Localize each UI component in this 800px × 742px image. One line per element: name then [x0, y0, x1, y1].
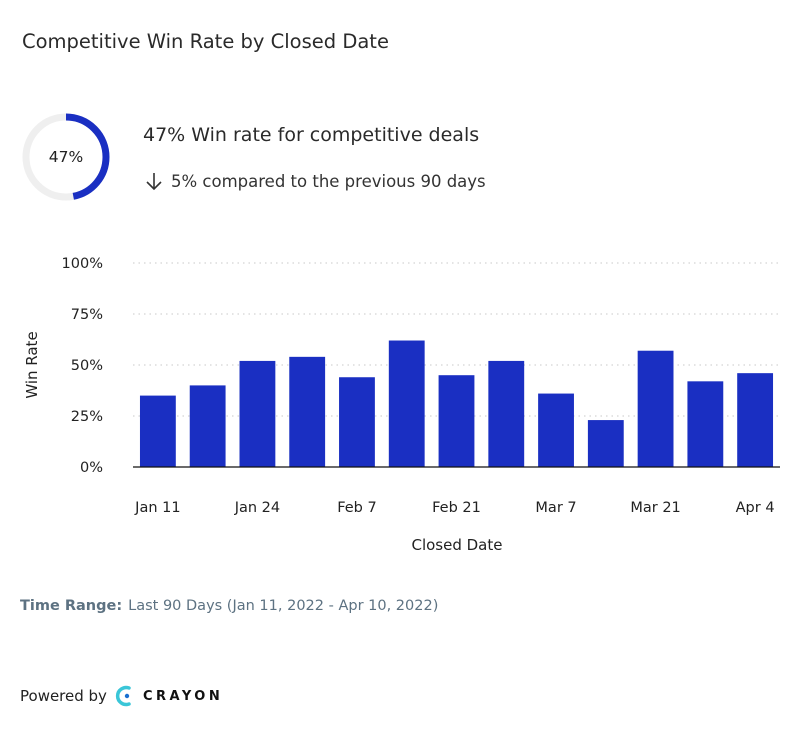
win-rate-bar-chart: 0% 25% 50% 75% 100% Jan 11 Jan 24 Feb 7 Feb 21 Ma…: [23, 256, 780, 554]
bar: [189, 385, 226, 467]
bar: [687, 381, 724, 467]
crayon-wordmark: CRAYON: [142, 688, 224, 704]
x-axis-title: Closed Date: [411, 536, 502, 554]
y-tick-label: 50%: [71, 358, 103, 374]
y-tick-label: 0%: [80, 460, 103, 476]
bar: [239, 360, 276, 467]
y-tick-label: 100%: [62, 256, 103, 272]
bar: [289, 356, 326, 467]
donut-arc: [22, 113, 110, 201]
y-axis-title: Win Rate: [23, 331, 41, 398]
bar: [438, 375, 475, 467]
y-tick-label: 75%: [71, 307, 103, 323]
powered-by-label: Powered by: [20, 687, 107, 705]
time-range-label: Time Range:: [20, 598, 123, 614]
time-range: Time Range: Last 90 Days (Jan 11, 2022 - …: [20, 598, 438, 614]
bar: [637, 350, 674, 467]
y-tick-label: 25%: [71, 409, 103, 425]
powered-by: Powered by CRAYON: [20, 685, 223, 707]
comparison-text: 5% compared to the previous 90 days: [143, 170, 486, 192]
time-range-value: Last 90 Days (Jan 11, 2022 - Apr 10, 202…: [128, 598, 439, 614]
win-rate-headline: 47% Win rate for competitive deals: [143, 124, 480, 146]
x-tick-label: Apr 4: [736, 500, 775, 516]
bar: [737, 373, 774, 467]
arrow-down-icon: [146, 173, 162, 191]
bar: [388, 340, 425, 467]
bar: [538, 393, 574, 467]
comparison-label: 5% compared to the previous 90 days: [171, 171, 486, 191]
bar: [339, 377, 375, 467]
bar: [139, 395, 176, 467]
bar: [488, 360, 525, 467]
bar: [587, 420, 624, 467]
chart-title: Competitive Win Rate by Closed Date: [22, 30, 389, 53]
x-tick-label: Mar 7: [535, 500, 576, 516]
crayon-logo-icon: [115, 685, 131, 707]
x-tick-label: Jan 11: [134, 500, 180, 516]
x-tick-label: Feb 7: [337, 500, 377, 516]
x-tick-label: Jan 24: [234, 500, 280, 516]
win-rate-donut: [22, 113, 110, 201]
x-tick-label: Feb 21: [432, 500, 481, 516]
donut-value: 47%: [48, 148, 84, 166]
x-tick-label: Mar 21: [630, 500, 680, 516]
